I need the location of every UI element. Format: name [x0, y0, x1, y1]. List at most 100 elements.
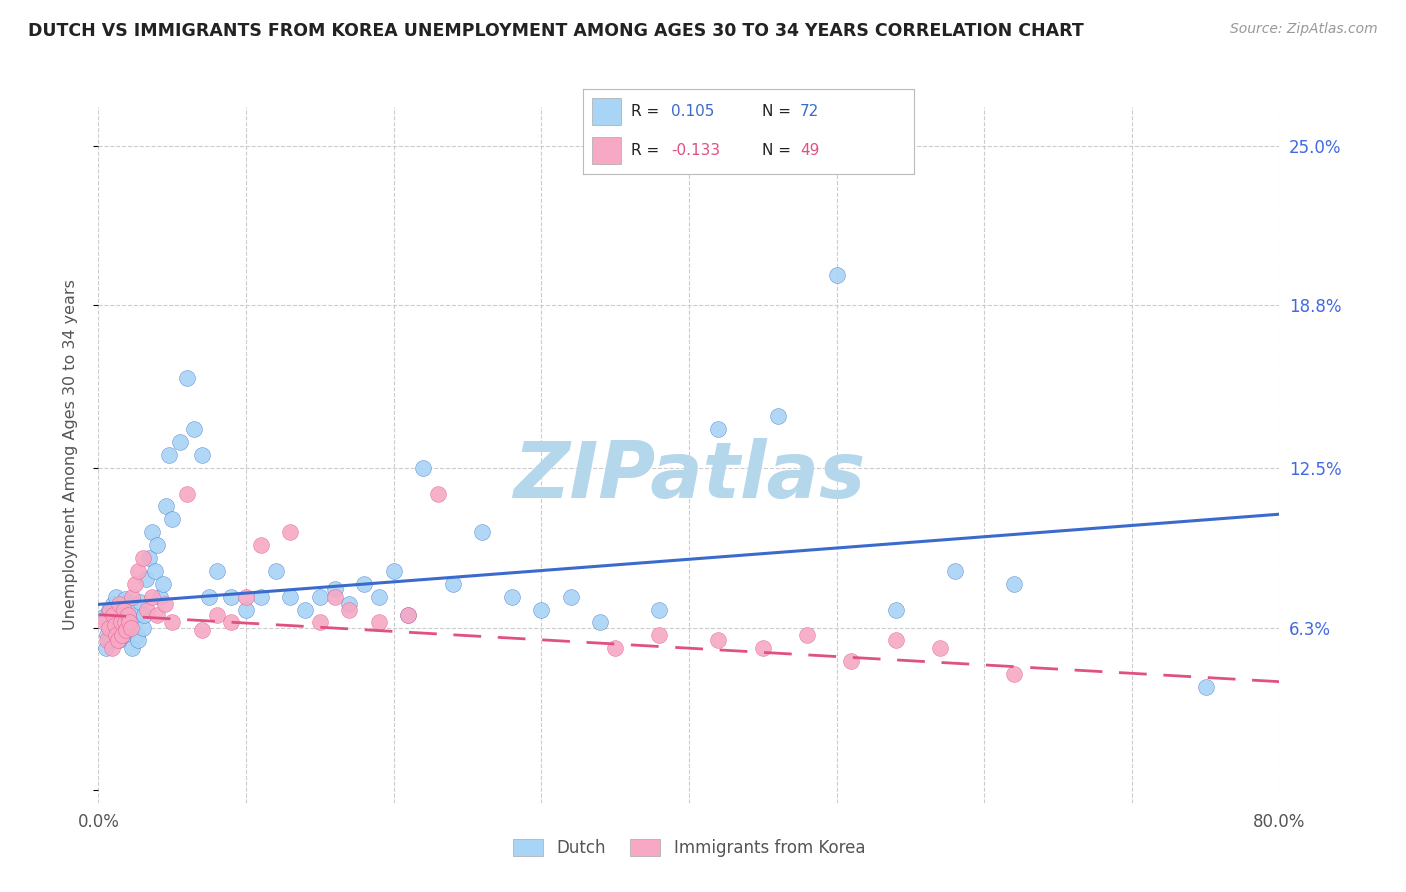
Point — [250, 538, 273, 552]
Point — [93, 615, 115, 630]
Point — [91, 610, 114, 624]
Point — [114, 592, 136, 607]
Point — [121, 590, 143, 604]
Point — [441, 576, 464, 591]
Point — [766, 409, 789, 424]
Point — [134, 607, 156, 622]
Point — [928, 641, 950, 656]
Point — [152, 576, 174, 591]
Point — [323, 582, 346, 596]
Point — [353, 576, 375, 591]
Point — [149, 590, 172, 604]
Point — [125, 628, 148, 642]
Point — [471, 525, 494, 540]
Point — [153, 598, 176, 612]
Point — [132, 551, 155, 566]
Point — [115, 623, 138, 637]
Point — [141, 590, 163, 604]
Point — [648, 602, 671, 616]
Legend: Dutch, Immigrants from Korea: Dutch, Immigrants from Korea — [506, 832, 872, 864]
Point — [124, 576, 146, 591]
Point — [294, 602, 316, 616]
Point — [97, 621, 120, 635]
Point — [141, 525, 163, 540]
Point — [1002, 667, 1025, 681]
Point — [107, 618, 129, 632]
Point — [108, 633, 131, 648]
Point — [309, 615, 332, 630]
Point — [250, 590, 273, 604]
Point — [1002, 576, 1025, 591]
Text: N =: N = — [762, 143, 796, 158]
Point — [94, 641, 117, 656]
Point — [104, 607, 127, 622]
Point — [339, 598, 360, 612]
Point — [121, 641, 143, 656]
Point — [105, 590, 128, 604]
Point — [751, 641, 773, 656]
Point — [138, 551, 160, 566]
Point — [605, 641, 627, 656]
Point — [103, 607, 125, 622]
Point — [115, 628, 138, 642]
Point — [98, 602, 121, 616]
Point — [169, 435, 191, 450]
Point — [108, 598, 131, 612]
Point — [323, 590, 346, 604]
Point — [118, 615, 141, 630]
Point — [100, 641, 122, 656]
Point — [136, 602, 159, 616]
Point — [943, 564, 966, 578]
Point — [501, 590, 523, 604]
Point — [176, 486, 198, 500]
Point — [120, 621, 142, 635]
Point — [235, 590, 257, 604]
Point — [368, 615, 391, 630]
Point — [162, 512, 183, 526]
Text: DUTCH VS IMMIGRANTS FROM KOREA UNEMPLOYMENT AMONG AGES 30 TO 34 YEARS CORRELATIO: DUTCH VS IMMIGRANTS FROM KOREA UNEMPLOYM… — [28, 22, 1084, 40]
Point — [128, 595, 150, 609]
Point — [219, 590, 242, 604]
Point — [111, 615, 134, 630]
Point — [278, 590, 302, 604]
Point — [114, 615, 136, 630]
Text: N =: N = — [762, 103, 796, 119]
Point — [98, 633, 121, 648]
Point — [110, 623, 132, 637]
Point — [205, 607, 228, 622]
Point — [648, 628, 671, 642]
Point — [339, 602, 360, 616]
Point — [117, 607, 139, 622]
Point — [110, 599, 132, 614]
Point — [198, 590, 221, 604]
Point — [107, 633, 129, 648]
Point — [205, 564, 228, 578]
Bar — [592, 136, 621, 164]
Point — [146, 538, 169, 552]
Point — [135, 572, 157, 586]
Point — [191, 448, 214, 462]
Point — [110, 615, 132, 630]
Point — [157, 448, 180, 462]
Point — [235, 602, 257, 616]
Point — [176, 370, 198, 384]
Point — [120, 605, 142, 619]
Point — [111, 628, 134, 642]
Text: ZIPatlas: ZIPatlas — [513, 438, 865, 514]
Point — [560, 590, 582, 604]
Text: -0.133: -0.133 — [671, 143, 720, 158]
Point — [309, 590, 332, 604]
Point — [127, 564, 149, 578]
Point — [100, 621, 122, 635]
Point — [382, 564, 405, 578]
Point — [707, 422, 730, 436]
Point — [132, 621, 155, 635]
Text: Source: ZipAtlas.com: Source: ZipAtlas.com — [1230, 22, 1378, 37]
Point — [112, 602, 135, 616]
Point — [264, 564, 287, 578]
Point — [530, 602, 553, 616]
Point — [427, 486, 450, 500]
Text: R =: R = — [631, 103, 665, 119]
Point — [146, 607, 169, 622]
Point — [825, 268, 848, 282]
